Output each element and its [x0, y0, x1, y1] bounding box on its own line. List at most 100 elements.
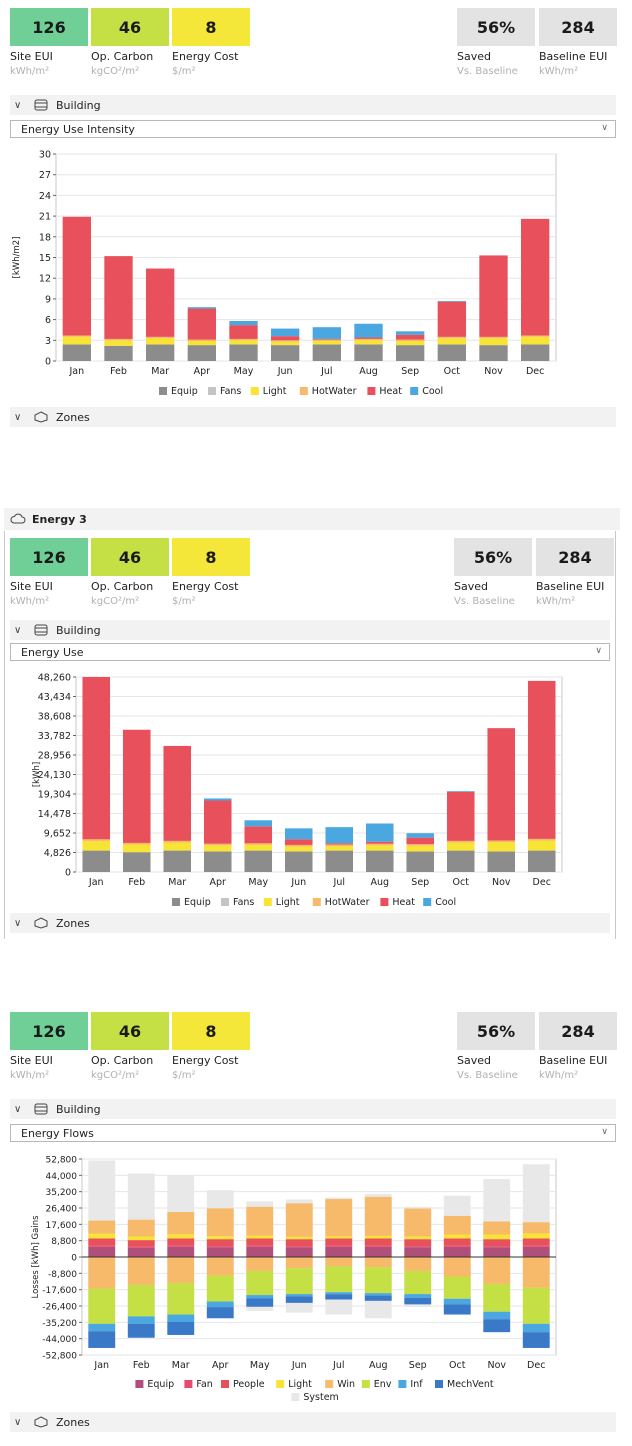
zones-section-toggle[interactable]: ∨ Zones [10, 913, 610, 933]
zones-section-toggle[interactable]: ∨ Zones [10, 1412, 616, 1432]
site-eui-unit: kWh/m² [10, 1070, 50, 1081]
bar-segment [354, 338, 383, 341]
bar-segment [406, 833, 435, 838]
bar-segment [365, 850, 394, 872]
bar-segment [127, 1236, 155, 1241]
chart-type-select[interactable]: Energy Flows ∨ [10, 1124, 616, 1142]
bar-segment [285, 1239, 313, 1247]
y-tick-label: -8,800 [48, 1270, 77, 1280]
y-tick-label: 33,782 [38, 731, 71, 742]
bar-segment [446, 850, 475, 872]
legend-swatch [208, 387, 216, 395]
site-eui-unit: kWh/m² [10, 596, 50, 607]
bar-segment [325, 1236, 353, 1239]
bar-segment [244, 844, 273, 851]
op-carbon-tile[interactable]: 46 [91, 1012, 169, 1050]
zones-icon [34, 1416, 48, 1428]
bar-segment [82, 850, 111, 872]
bar-segment [446, 842, 475, 851]
bar-segment [483, 1319, 511, 1333]
bar-segment [104, 256, 133, 339]
y-tick-label: -44,000 [42, 1335, 77, 1345]
baseline-eui-tile[interactable]: 284 [539, 1012, 617, 1050]
saved-tile[interactable]: 56% [454, 538, 532, 576]
baseline-eui-label: Baseline EUI [539, 1054, 608, 1067]
bar-segment [404, 1208, 432, 1237]
bar-segment [437, 344, 466, 361]
chevron-down-icon: ∨ [14, 411, 22, 423]
bar-segment [88, 1233, 116, 1239]
x-tick-label: Jun [277, 366, 293, 377]
panel-divider [615, 531, 616, 939]
op-carbon-tile[interactable]: 46 [91, 538, 169, 576]
y-tick-label: 17,600 [46, 1221, 78, 1231]
legend-swatch [435, 1380, 443, 1388]
energy-cost-label: Energy Cost [172, 1054, 239, 1067]
energy-cost-tile[interactable]: 8 [172, 538, 250, 576]
energy3-header[interactable]: Energy 3 [4, 508, 620, 530]
bar-segment [187, 308, 216, 340]
bar-segment [483, 1257, 511, 1284]
bar-segment [479, 336, 508, 339]
site-eui-tile[interactable]: 126 [10, 538, 88, 576]
bar-segment [127, 1257, 155, 1285]
legend-swatch [361, 1380, 370, 1388]
bar-segment [229, 344, 258, 361]
legend-label: HotWater [312, 386, 357, 397]
bar-segment [522, 1323, 550, 1333]
energy-cost-tile[interactable]: 8 [172, 1012, 250, 1050]
bar-segment [229, 340, 258, 345]
cloud-icon [10, 513, 26, 525]
bar-segment [483, 1239, 511, 1247]
bar-segment [325, 1266, 353, 1293]
y-tick-label: 48,260 [38, 673, 71, 684]
bar-segment [312, 340, 341, 345]
site-eui-label: Site EUI [10, 580, 53, 593]
bar-segment [122, 729, 151, 843]
bar-segment [527, 850, 556, 872]
chart-type-select[interactable]: Energy Use ∨ [10, 643, 610, 661]
baseline-eui-unit: kWh/m² [539, 1070, 579, 1081]
bar-segment [325, 1294, 353, 1300]
bar-segment [396, 331, 425, 335]
site-eui-tile[interactable]: 126 [10, 1012, 88, 1050]
op-carbon-unit: kgCO²/m² [91, 1070, 140, 1081]
x-tick-label: Sep [411, 877, 429, 888]
bar-segment [284, 846, 313, 852]
bar-segment [203, 843, 232, 846]
bar-segment [206, 1275, 234, 1302]
chart-type-select[interactable]: Energy Use Intensity ∨ [10, 120, 616, 138]
saved-tile[interactable]: 56% [457, 8, 535, 46]
y-tick-label: -17,600 [42, 1286, 77, 1296]
bar-segment [104, 338, 133, 341]
bar-segment [203, 845, 232, 852]
bar-segment [244, 850, 273, 872]
bar-segment [487, 851, 516, 872]
bar-segment [406, 845, 435, 852]
zones-section-toggle[interactable]: ∨ Zones [10, 407, 616, 427]
chevron-down-icon: ∨ [14, 917, 22, 929]
y-tick-label: 0 [45, 357, 51, 368]
baseline-eui-tile[interactable]: 284 [539, 8, 617, 46]
y-axis-label: [kWh/m2] [12, 237, 22, 279]
legend-swatch [291, 1393, 300, 1401]
op-carbon-tile[interactable]: 46 [91, 8, 169, 46]
building-section-toggle[interactable]: ∨ Building [10, 95, 616, 115]
site-eui-tile[interactable]: 126 [10, 8, 88, 46]
bar-segment [246, 1257, 274, 1271]
x-tick-label: Jan [93, 1360, 109, 1371]
panel-divider [4, 531, 5, 939]
building-section-toggle[interactable]: ∨ Building [10, 620, 610, 640]
energy-cost-tile[interactable]: 8 [172, 8, 250, 46]
bar-segment [88, 1220, 116, 1234]
bar-segment [406, 837, 435, 845]
building-icon [34, 1103, 48, 1115]
baseline-eui-tile[interactable]: 284 [536, 538, 614, 576]
bar-segment [88, 1288, 116, 1324]
bar-segment [527, 680, 556, 839]
y-tick-label: 24,130 [38, 770, 71, 781]
bar-segment [522, 1257, 550, 1288]
saved-tile[interactable]: 56% [457, 1012, 535, 1050]
building-section-toggle[interactable]: ∨ Building [10, 1099, 616, 1119]
legend-label: Fans [233, 897, 254, 908]
